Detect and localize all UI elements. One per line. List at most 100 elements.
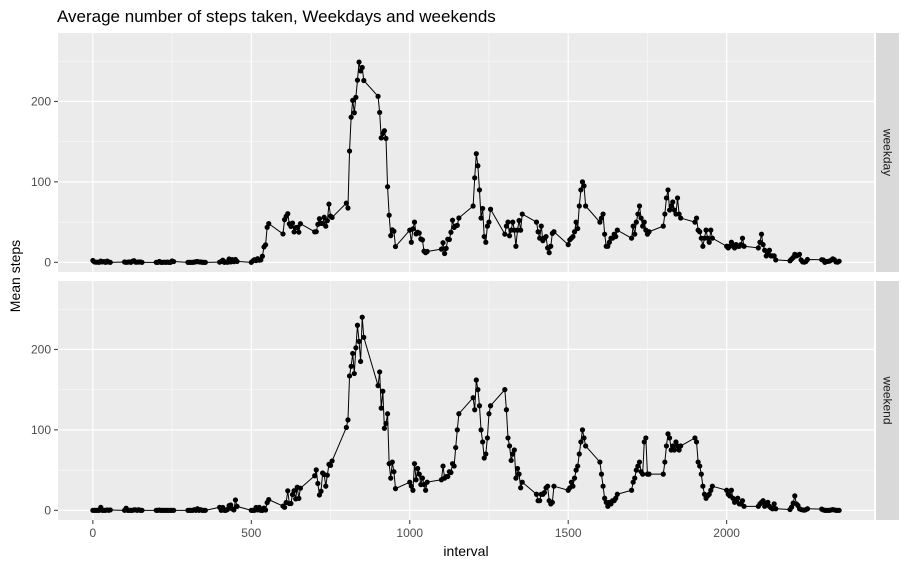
data-point	[478, 427, 484, 433]
data-point	[673, 439, 679, 445]
data-point	[480, 205, 486, 212]
data-point	[568, 479, 574, 485]
data-point	[628, 235, 635, 241]
data-point	[693, 439, 700, 445]
data-point	[346, 373, 353, 379]
data-point	[424, 248, 430, 255]
facet-strip-label: weekday	[881, 128, 895, 176]
data-point	[670, 443, 676, 449]
data-point	[291, 229, 297, 235]
data-point	[410, 487, 416, 493]
data-point	[381, 128, 387, 134]
data-point	[676, 211, 682, 217]
data-point	[297, 485, 304, 491]
data-point	[760, 242, 766, 248]
data-point	[804, 256, 811, 263]
data-point	[630, 223, 636, 229]
data-point	[266, 221, 272, 227]
data-point	[792, 493, 798, 499]
data-point	[668, 203, 674, 209]
data-point	[538, 223, 544, 229]
data-point	[693, 215, 700, 221]
data-point	[508, 457, 514, 464]
data-point	[709, 235, 715, 241]
panels: 0 100 200 weekday 0 100 200 weekend	[31, 33, 899, 520]
data-point	[573, 467, 579, 473]
data-point	[804, 506, 811, 512]
data-point	[321, 214, 327, 220]
data-point	[516, 471, 522, 477]
data-point	[345, 417, 351, 423]
data-point	[408, 239, 414, 245]
data-point	[697, 463, 703, 469]
data-point	[346, 148, 353, 154]
data-point	[741, 243, 747, 249]
data-point	[667, 207, 673, 213]
data-point	[579, 179, 586, 185]
data-point	[665, 431, 671, 437]
data-point	[646, 229, 652, 235]
data-point	[766, 247, 773, 253]
data-point	[356, 338, 362, 344]
x-tick-label: 1500	[555, 526, 582, 540]
data-point	[671, 447, 677, 453]
data-point	[505, 219, 511, 225]
data-point	[506, 233, 513, 239]
data-point	[171, 507, 177, 513]
data-point	[571, 229, 578, 235]
data-point	[581, 435, 587, 441]
data-point	[597, 459, 603, 465]
data-point	[424, 479, 430, 485]
data-point	[551, 229, 557, 235]
data-point	[533, 219, 540, 225]
data-point	[410, 226, 416, 232]
data-point	[578, 187, 584, 193]
data-point	[571, 475, 578, 481]
data-point	[640, 223, 646, 229]
data-point	[581, 183, 587, 189]
panel-background	[58, 281, 874, 520]
x-tick-label: 500	[241, 526, 261, 540]
data-point	[600, 211, 606, 217]
data-point	[692, 435, 698, 441]
data-point	[475, 387, 481, 393]
data-point	[513, 475, 519, 481]
data-point	[419, 475, 426, 481]
data-point	[506, 443, 513, 449]
data-point	[378, 405, 384, 411]
data-point	[758, 231, 765, 237]
data-point	[343, 424, 349, 431]
data-point	[576, 203, 582, 209]
data-point	[281, 504, 288, 510]
data-point	[285, 211, 291, 217]
data-point	[638, 215, 644, 221]
data-point	[380, 388, 386, 394]
data-point	[454, 222, 460, 228]
data-point	[665, 187, 671, 193]
data-point	[259, 253, 265, 259]
data-point	[448, 469, 454, 476]
data-point	[632, 231, 638, 237]
data-point	[636, 459, 643, 465]
data-point	[359, 314, 365, 320]
data-point	[602, 231, 608, 237]
data-point	[313, 229, 319, 235]
data-point	[480, 439, 486, 445]
data-point	[423, 487, 429, 493]
data-point	[605, 243, 611, 249]
data-point	[356, 59, 362, 65]
data-point	[614, 491, 620, 497]
data-point	[384, 411, 391, 417]
data-point	[773, 506, 779, 512]
data-point	[487, 403, 494, 409]
y-axis-title: Mean steps	[7, 240, 23, 312]
data-point	[202, 259, 208, 265]
data-point	[646, 471, 652, 477]
data-point	[388, 475, 394, 481]
data-point	[741, 503, 747, 509]
data-point	[640, 471, 646, 477]
data-point	[443, 245, 449, 251]
data-point	[481, 455, 487, 461]
data-point	[519, 479, 525, 485]
